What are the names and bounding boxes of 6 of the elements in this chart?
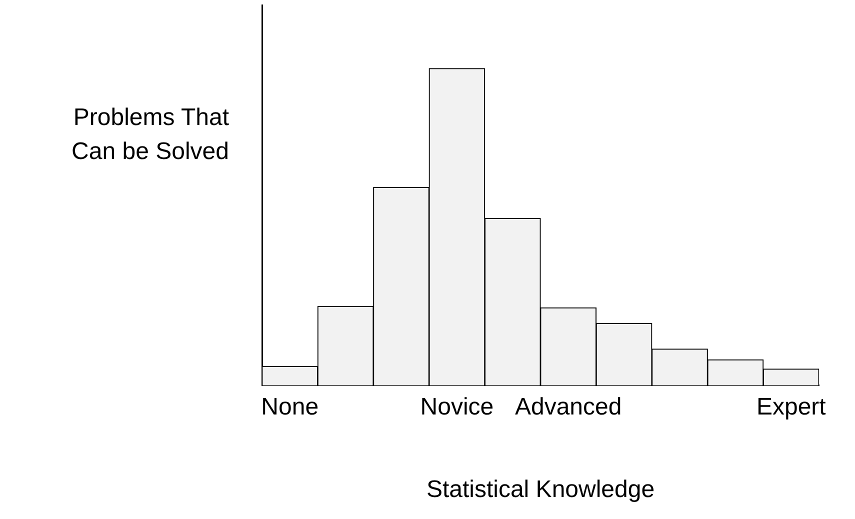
x-tick-label: None — [261, 393, 319, 420]
x-tick-label: Novice — [420, 393, 494, 420]
x-tick-label: Advanced — [514, 393, 622, 420]
x-tick-label: Expert — [756, 393, 826, 420]
y-axis-title: Problems That Can be Solved — [72, 104, 230, 165]
x-axis-title: Statistical Knowledge — [426, 476, 655, 504]
